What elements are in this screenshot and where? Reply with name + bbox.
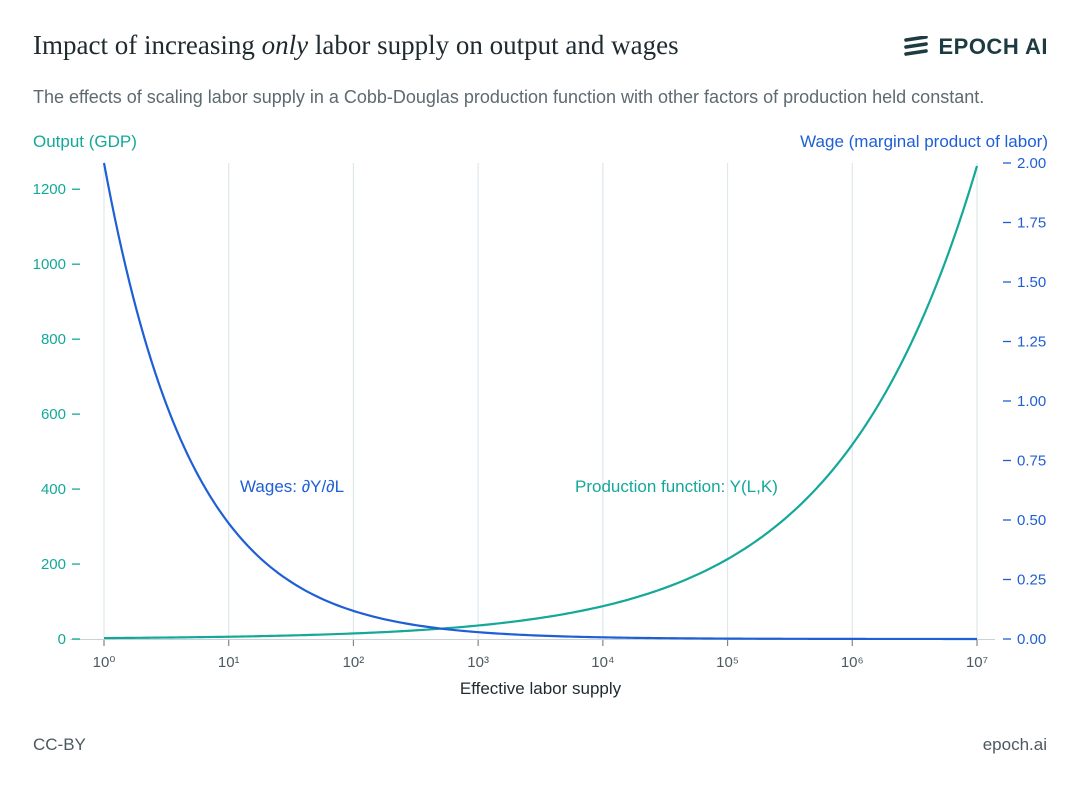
series-layer bbox=[102, 162, 979, 641]
logo-text: EPOCH AI bbox=[938, 34, 1048, 59]
chart-subtitle: The effects of scaling labor supply in a… bbox=[33, 87, 985, 107]
x-tick-label: 10² bbox=[343, 654, 365, 671]
right-y-tick-label: 1.00 bbox=[1017, 393, 1046, 410]
left-y-tick-label: 600 bbox=[41, 406, 66, 423]
x-tick-label: 10⁶ bbox=[841, 654, 864, 671]
x-tick-label: 10¹ bbox=[218, 654, 240, 671]
right-y-tick-label: 2.00 bbox=[1017, 155, 1046, 172]
labels-layer: Wages: ∂Y/∂L Production function: Y(L,K) bbox=[240, 477, 778, 496]
x-tick-label: 10⁷ bbox=[966, 654, 988, 671]
right-y-tick-label: 1.50 bbox=[1017, 274, 1046, 291]
right-y-tick-label: 0.00 bbox=[1017, 631, 1046, 648]
left-y-tick-label: 800 bbox=[41, 331, 66, 348]
right-axis-title: Wage (marginal product of labor) bbox=[800, 132, 1048, 151]
wages-series-label: Wages: ∂Y/∂L bbox=[240, 477, 344, 496]
production-function-line bbox=[103, 165, 979, 640]
left-axis-title: Output (GDP) bbox=[33, 132, 137, 151]
left-y-tick-label: 1000 bbox=[33, 256, 66, 273]
x-tick-label: 10⁵ bbox=[716, 654, 739, 671]
wages-line bbox=[102, 162, 977, 641]
left-y-tick-label: 0 bbox=[58, 631, 66, 648]
license-label: CC-BY bbox=[33, 735, 86, 754]
epoch-ai-logo: EPOCH AI bbox=[904, 34, 1048, 60]
right-y-tick-label: 0.25 bbox=[1017, 572, 1046, 589]
right-y-tick-label: 1.75 bbox=[1017, 215, 1046, 232]
grid-layer bbox=[103, 163, 978, 639]
left-y-tick-label: 200 bbox=[41, 556, 66, 573]
right-y-tick-label: 1.25 bbox=[1017, 334, 1046, 351]
left-y-tick-label: 1200 bbox=[33, 181, 66, 198]
x-tick-label: 10³ bbox=[467, 654, 489, 671]
x-axis-label: Effective labor supply bbox=[460, 679, 622, 698]
right-y-tick-label: 0.50 bbox=[1017, 512, 1046, 529]
x-tick-label: 10⁴ bbox=[591, 654, 614, 671]
epoch-logo-icon bbox=[904, 36, 929, 56]
x-tick-label: 10⁰ bbox=[93, 654, 116, 671]
left-y-tick-label: 400 bbox=[41, 481, 66, 498]
chart-title: Impact of increasing only labor supply o… bbox=[33, 30, 679, 60]
right-y-tick-label: 0.75 bbox=[1017, 453, 1046, 470]
production-series-label: Production function: Y(L,K) bbox=[575, 477, 778, 496]
axes-layer: 10⁰ 10¹ 10² 10³ 10⁴ 10⁵ 10⁶ 10⁷ Effective labor … bbox=[33, 155, 1047, 698]
source-link[interactable]: epoch.ai bbox=[982, 735, 1047, 754]
